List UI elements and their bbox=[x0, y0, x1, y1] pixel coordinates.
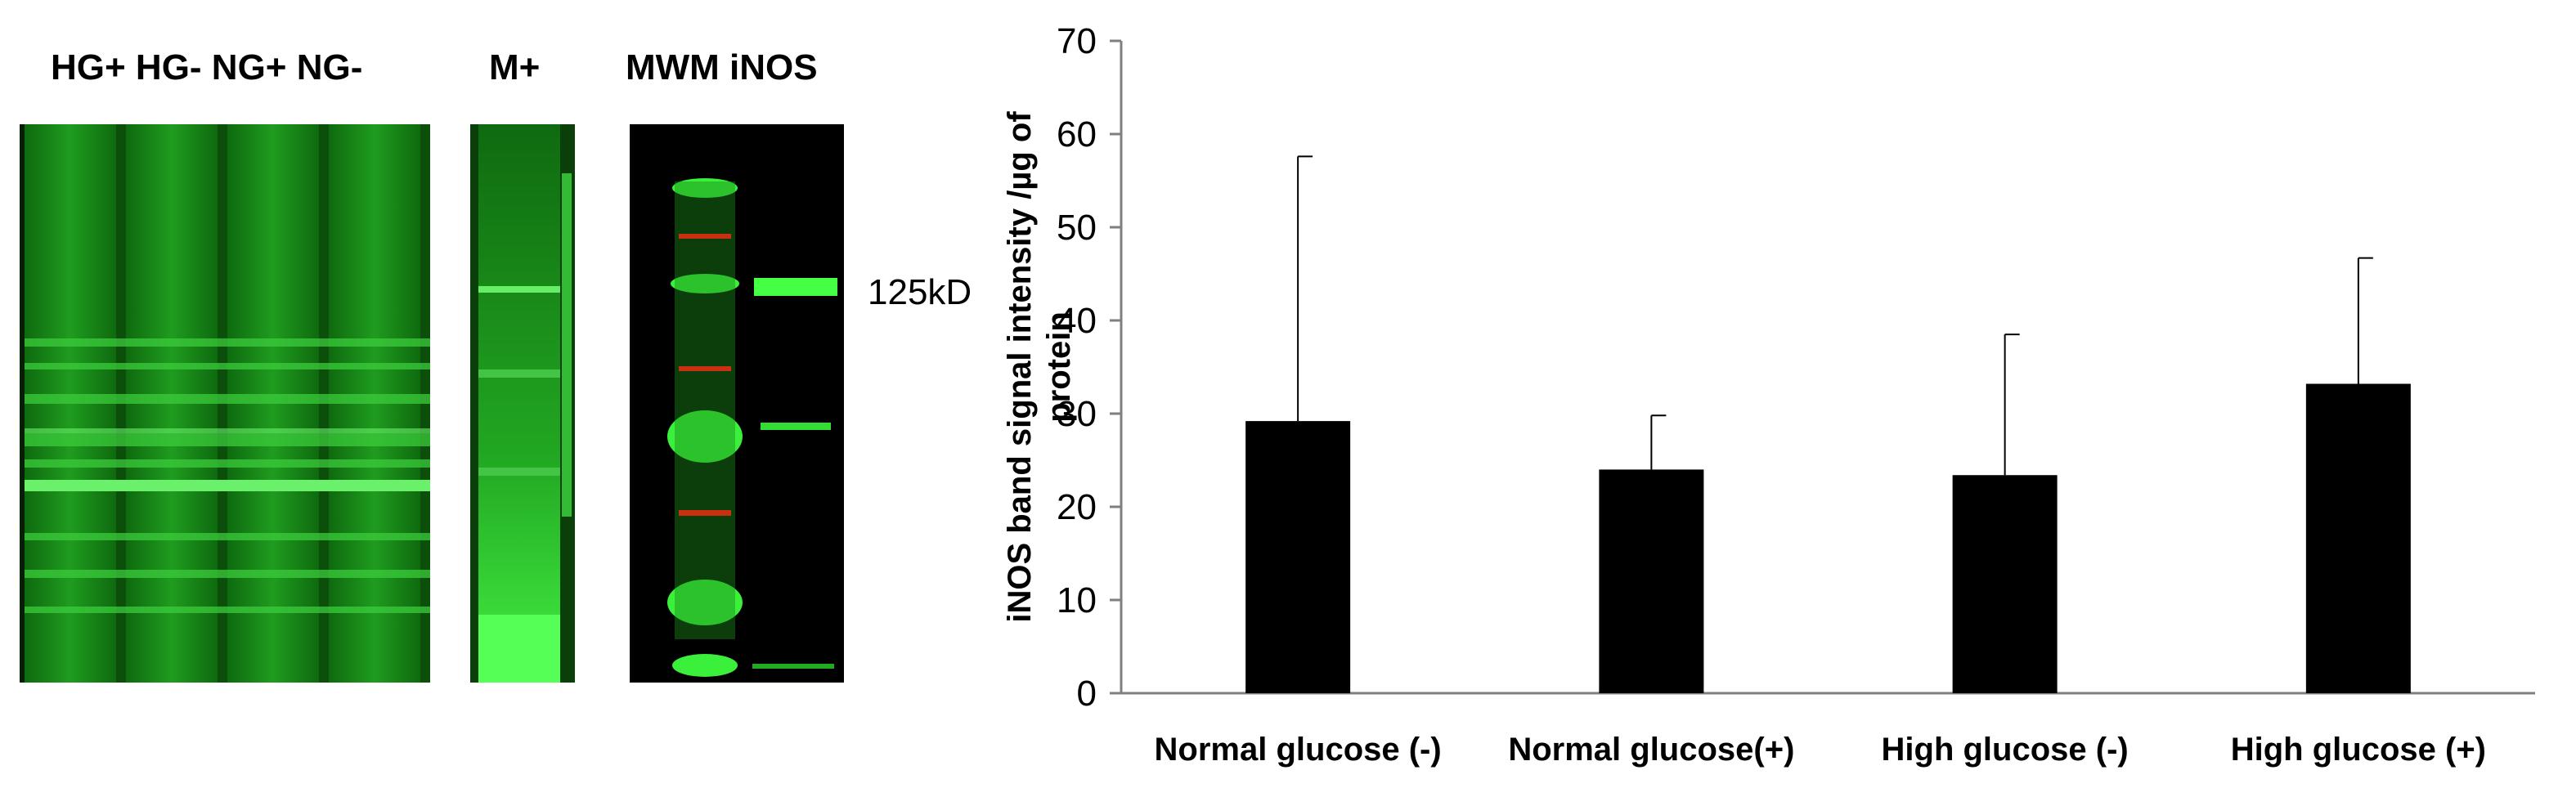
y-tick-label: 30 bbox=[1057, 394, 1097, 434]
x-category-label: Normal glucose(+) bbox=[1508, 732, 1794, 768]
western-blot-m bbox=[470, 124, 575, 683]
y-tick-label: 40 bbox=[1057, 301, 1097, 341]
x-category-label: High glucose (-) bbox=[1882, 732, 2129, 768]
blot-lane-labels-mwm: MWM iNOS bbox=[626, 47, 818, 87]
bar-chart: iNOS band signal intensity /µg of protei… bbox=[1002, 21, 2535, 768]
blot-lane-labels-main: HG+ HG- NG+ NG- bbox=[51, 47, 363, 87]
y-tick-label: 50 bbox=[1057, 208, 1097, 248]
blot-mwm-image bbox=[630, 124, 844, 683]
x-category-label: High glucose (+) bbox=[2231, 732, 2486, 768]
bars bbox=[1245, 383, 2411, 693]
western-blot-main bbox=[20, 124, 430, 683]
x-category-label: Normal glucose (-) bbox=[1155, 732, 1442, 768]
y-axis-title-line-1: iNOS band signal intensity /µg of bbox=[1002, 111, 1038, 623]
y-axis-title-line-2: protein bbox=[1041, 311, 1077, 423]
y-axis-ticks: 0 10 20 30 40 50 60 70 bbox=[1057, 21, 1121, 714]
y-tick-label: 0 bbox=[1077, 674, 1097, 714]
blot-m-image bbox=[470, 124, 575, 683]
bar bbox=[2305, 383, 2411, 693]
blot-lane-label-m: M+ bbox=[489, 47, 541, 87]
bar bbox=[1952, 475, 2058, 693]
y-tick-label: 70 bbox=[1057, 21, 1097, 61]
bar bbox=[1599, 469, 1704, 693]
y-tick-label: 10 bbox=[1057, 580, 1097, 620]
y-axis-title: iNOS band signal intensity /µg of protei… bbox=[1002, 111, 1077, 623]
bar bbox=[1245, 421, 1351, 693]
y-tick-label: 20 bbox=[1057, 487, 1097, 527]
size-marker-label: 125kD bbox=[868, 272, 972, 312]
y-tick-label: 60 bbox=[1057, 114, 1097, 154]
x-axis-labels: Normal glucose (-) Normal glucose(+) High … bbox=[1155, 732, 2486, 768]
error-bars bbox=[1297, 155, 2373, 476]
western-blot-mwm-inos bbox=[630, 124, 844, 683]
blot-main-image bbox=[20, 124, 430, 683]
